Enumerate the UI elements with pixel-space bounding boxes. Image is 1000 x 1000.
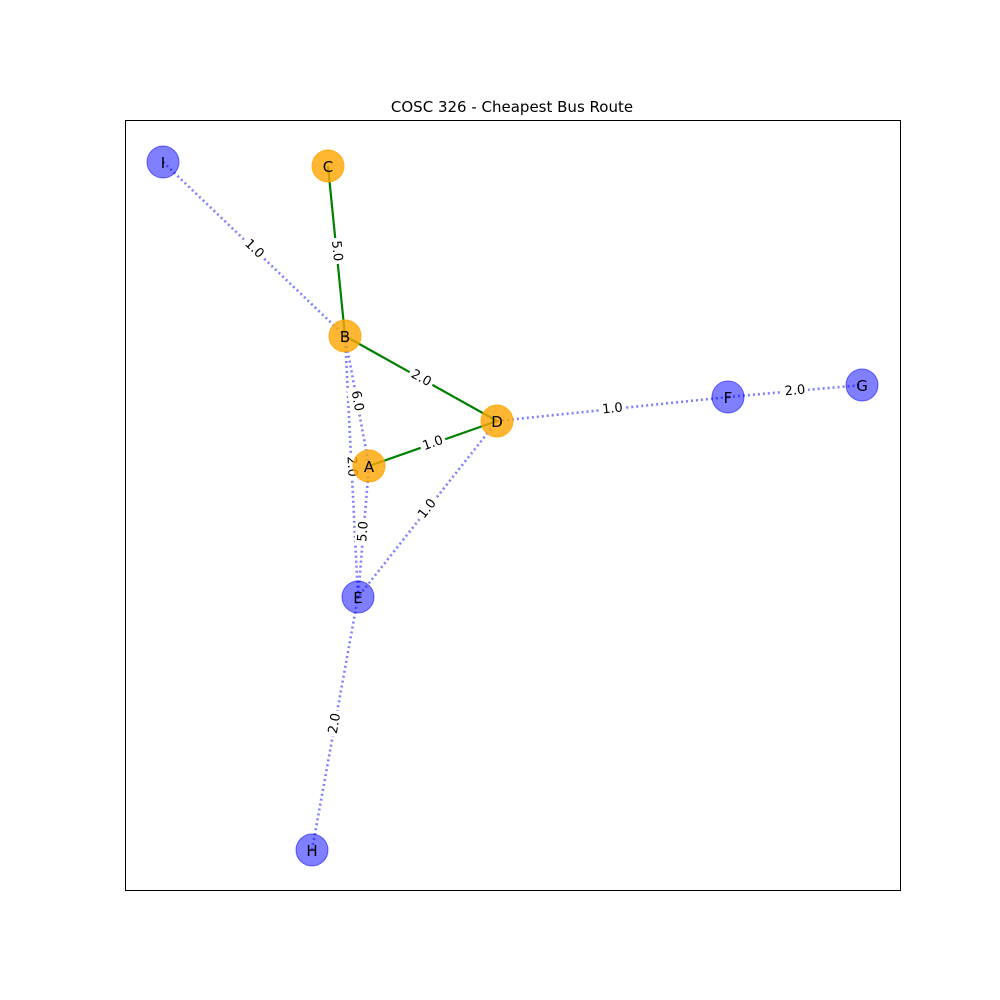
- node-label: C: [323, 158, 333, 176]
- edge-label-F-G: 2.0: [781, 381, 809, 401]
- edge-label-background: [239, 234, 269, 264]
- edge-label-background: [781, 381, 809, 401]
- node-circle: [341, 580, 375, 614]
- edge-label-background: [324, 709, 346, 738]
- node-circle: [711, 380, 745, 414]
- node-label: D: [491, 413, 503, 431]
- node-D: D: [480, 404, 514, 438]
- plot-frame: [125, 120, 901, 891]
- node-H: H: [295, 833, 329, 867]
- nodes-layer: A B C D E F G H I: [146, 145, 879, 867]
- edge-label-background: [418, 431, 448, 456]
- node-A: A: [352, 449, 386, 483]
- node-label: F: [724, 389, 733, 407]
- edge-D-E: [356, 420, 499, 598]
- node-circle: [146, 145, 180, 179]
- node-circle: [480, 404, 514, 438]
- edge-weight: 2.0: [326, 712, 344, 735]
- node-F: F: [711, 380, 745, 414]
- node-circle: [328, 319, 362, 353]
- edge-label-background: [413, 493, 442, 525]
- edge-label-background: [354, 517, 373, 546]
- node-circle: [352, 449, 386, 483]
- node-I: I: [146, 145, 180, 179]
- edge-weight: 5.0: [355, 521, 372, 543]
- edge-weight: 6.0: [348, 389, 367, 412]
- edge-label-background: [327, 237, 346, 265]
- edge-weight: 2.0: [784, 383, 806, 400]
- node-label: B: [340, 328, 350, 346]
- chart-title: COSC 326 - Cheapest Bus Route: [391, 98, 633, 116]
- edge-weight: 1.0: [421, 433, 445, 454]
- edge-label-D-F: 1.0: [598, 399, 627, 419]
- edge-label-background: [405, 365, 437, 392]
- edge-labels-layer: 1.0 5.02.06.02.01.05.01.01.02.02.0: [239, 234, 809, 738]
- node-circle: [311, 149, 345, 183]
- node-circle: [845, 368, 879, 402]
- node-label: I: [161, 154, 165, 172]
- edge-label-background: [598, 399, 627, 419]
- node-label: H: [306, 842, 317, 860]
- node-label: A: [364, 458, 375, 476]
- node-label: E: [353, 589, 362, 607]
- edge-weight: 1.0: [601, 400, 623, 417]
- edge-label-B-A: 6.0: [346, 386, 368, 416]
- node-label: G: [856, 377, 868, 395]
- node-G: G: [845, 368, 879, 402]
- edge-label-background: [346, 386, 368, 416]
- edge-label-E-H: 2.0: [324, 709, 346, 738]
- edge-label-A-D: 1.0: [418, 431, 448, 456]
- edge-weight: 5.0: [328, 240, 345, 262]
- node-C: C: [311, 149, 345, 183]
- edge-label-C-B: 5.0: [327, 237, 346, 265]
- node-B: B: [328, 319, 362, 353]
- node-circle: [295, 833, 329, 867]
- edge-label-A-E: 5.0: [354, 517, 373, 546]
- node-E: E: [341, 580, 375, 614]
